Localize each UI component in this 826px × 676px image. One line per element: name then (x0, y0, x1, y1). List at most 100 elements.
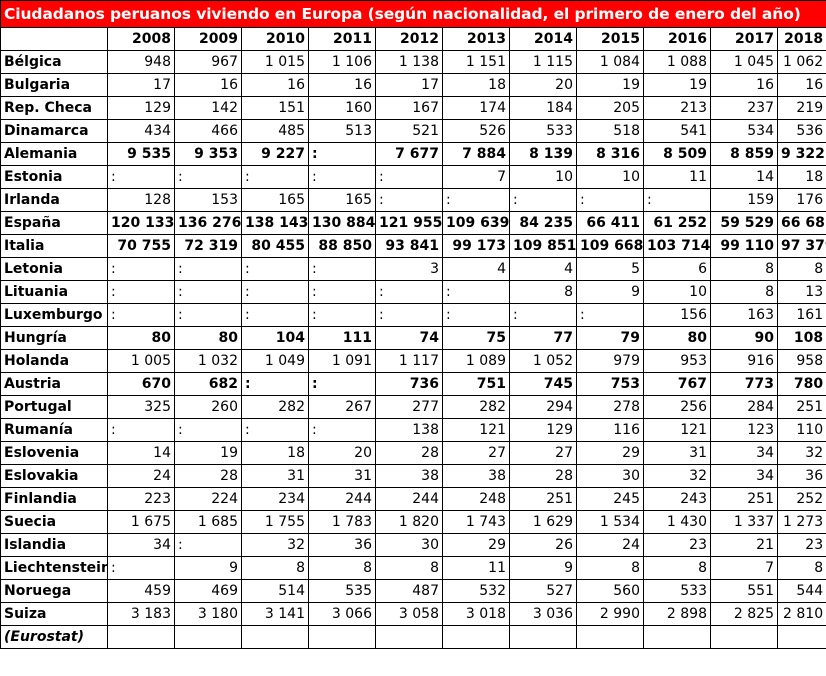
value-cell: 111 (308, 326, 376, 350)
value-cell: 534 (710, 119, 778, 143)
value-cell: : (241, 165, 309, 189)
value-cell: 1 045 (710, 50, 778, 74)
value-cell: 99 173 (442, 234, 510, 258)
country-label: Rumanía (0, 418, 108, 442)
value-cell: 282 (442, 395, 510, 419)
value-cell: 151 (241, 96, 309, 120)
table-row: Dinamarca 434 466 485 513 521 526 533 518 541 534 5… (0, 119, 826, 143)
value-cell: 30 (576, 464, 644, 488)
value-cell: 1 015 (241, 50, 309, 74)
value-cell: 916 (710, 349, 778, 373)
value-cell: 256 (643, 395, 711, 419)
value-cell: : (107, 280, 175, 304)
table-row: Bélgica 948 967 1 015 1 106 1 138 1 151 1 115 1 … (0, 50, 826, 74)
value-cell: 205 (576, 96, 644, 120)
value-cell: 513 (308, 119, 376, 143)
header-row: 2008 2009 2010 2011 2012 2013 2014 2015 2016 2017… (0, 27, 826, 51)
value-cell: : (241, 303, 309, 327)
value-cell: 109 668 (576, 234, 644, 258)
table-row: Bulgaria 17 16 16 16 17 18 20 19 19 16 16 (0, 73, 826, 97)
value-cell: : (308, 372, 376, 396)
year-header-cell: 2013 (442, 27, 510, 51)
value-cell: 1 052 (509, 349, 577, 373)
value-cell: 533 (509, 119, 577, 143)
value-cell: 159 (710, 188, 778, 212)
value-cell: 36 (776, 464, 826, 488)
value-cell: 32 (776, 441, 826, 465)
value-cell: : (107, 257, 175, 281)
value-cell: 90 (710, 326, 778, 350)
value-cell: 560 (576, 579, 644, 603)
value-cell: : (308, 280, 376, 304)
value-cell: 17 (375, 73, 443, 97)
value-cell: 1 151 (442, 50, 510, 74)
value-cell: 142 (174, 96, 242, 120)
value-cell: 21 (710, 533, 778, 557)
value-cell: 745 (509, 372, 577, 396)
value-cell: 278 (576, 395, 644, 419)
value-cell: 282 (241, 395, 309, 419)
value-cell: : (576, 188, 644, 212)
value-cell: 74 (375, 326, 443, 350)
value-cell: : (308, 142, 376, 166)
value-cell: 31 (643, 441, 711, 465)
value-cell: : (174, 280, 242, 304)
value-cell: 514 (241, 579, 309, 603)
country-label: Eslovenia (0, 441, 108, 465)
table-title: Ciudadanos peruanos viviendo en Europa (… (0, 0, 826, 28)
country-label: Italia (0, 234, 108, 258)
value-cell: 66 681 (776, 211, 826, 235)
value-cell: 93 841 (375, 234, 443, 258)
value-cell: 3 180 (174, 602, 242, 626)
value-cell: 551 (710, 579, 778, 603)
value-cell: 8 (576, 556, 644, 580)
empty-cell (308, 625, 376, 649)
value-cell: 121 (643, 418, 711, 442)
table-row: Noruega 459 469 514 535 487 532 527 560 533 551 544 (0, 579, 826, 603)
country-label: Finlandia (0, 487, 108, 511)
value-cell: 1 084 (576, 50, 644, 74)
value-cell: 29 (442, 533, 510, 557)
value-cell: 120 133 (107, 211, 175, 235)
value-cell: 3 058 (375, 602, 443, 626)
value-cell: 767 (643, 372, 711, 396)
value-cell: 213 (643, 96, 711, 120)
value-cell: 31 (241, 464, 309, 488)
value-cell: 294 (509, 395, 577, 419)
empty-cell (776, 625, 826, 649)
value-cell: 8 316 (576, 142, 644, 166)
table-row: Liechtenstein:9 8 8 8 11 9 8 8 7 8 (0, 556, 826, 580)
value-cell: 1 685 (174, 510, 242, 534)
table-row: Rep. Checa 129 142 151 160 167 174 184 205 213 237… (0, 96, 826, 120)
value-cell: : (509, 303, 577, 327)
value-cell: 10 (509, 165, 577, 189)
value-cell: 3 036 (509, 602, 577, 626)
value-cell: 26 (509, 533, 577, 557)
table-row: Lituania::::::8 9 10 8 13 (0, 280, 826, 304)
value-cell: 9 353 (174, 142, 242, 166)
value-cell: 1 675 (107, 510, 175, 534)
value-cell: 459 (107, 579, 175, 603)
value-cell: 30 (375, 533, 443, 557)
year-header-cell: 2011 (308, 27, 376, 51)
value-cell: : (107, 303, 175, 327)
year-header-cell: 2016 (643, 27, 711, 51)
value-cell: 8 (643, 556, 711, 580)
country-label: Rep. Checa (0, 96, 108, 120)
value-cell: 129 (509, 418, 577, 442)
value-cell: 23 (643, 533, 711, 557)
value-cell: 36 (308, 533, 376, 557)
empty-cell (375, 625, 443, 649)
value-cell: : (442, 280, 510, 304)
table-row: Hungría 80 80 104 111 74 75 77 79 80 90 108 (0, 326, 826, 350)
value-cell: 521 (375, 119, 443, 143)
value-cell: : (375, 280, 443, 304)
value-cell: 14 (107, 441, 175, 465)
value-cell: 138 (375, 418, 443, 442)
value-cell: : (107, 165, 175, 189)
year-header-cell: 2010 (241, 27, 309, 51)
value-cell: 252 (776, 487, 826, 511)
value-cell: 16 (174, 73, 242, 97)
value-cell: 138 143 (241, 211, 309, 235)
value-cell: 160 (308, 96, 376, 120)
